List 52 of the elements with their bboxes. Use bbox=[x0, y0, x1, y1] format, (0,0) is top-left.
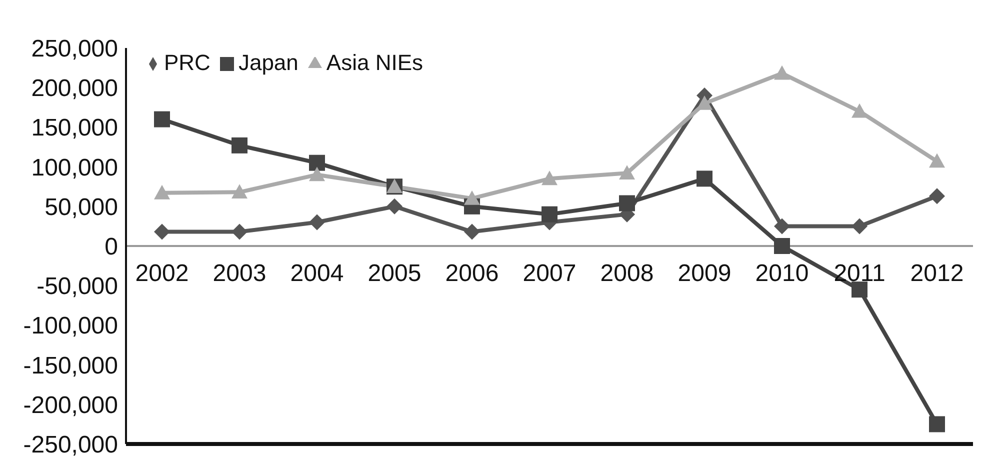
point bbox=[774, 238, 790, 254]
point bbox=[154, 184, 170, 200]
point bbox=[232, 224, 248, 240]
point bbox=[309, 214, 325, 230]
x-tick-label: 2002 bbox=[135, 260, 189, 287]
point bbox=[619, 195, 635, 212]
point bbox=[774, 218, 790, 234]
y-tick-label: -250,000 bbox=[23, 432, 118, 459]
y-tick-label: -200,000 bbox=[23, 392, 118, 419]
point bbox=[154, 224, 170, 240]
y-tick-label: 250,000 bbox=[31, 36, 118, 63]
point bbox=[154, 111, 170, 128]
point bbox=[309, 154, 325, 171]
point bbox=[852, 282, 868, 298]
point bbox=[929, 416, 945, 432]
point bbox=[464, 190, 480, 205]
x-tick-label: 2009 bbox=[678, 260, 732, 287]
y-tick-label: 200,000 bbox=[31, 75, 118, 102]
point bbox=[696, 170, 712, 187]
y-tick-label: 50,000 bbox=[44, 194, 118, 221]
y-tick-label: -150,000 bbox=[23, 352, 118, 380]
point bbox=[232, 184, 248, 199]
legend-label: Asia NIEs bbox=[326, 50, 423, 75]
x-tick-label: 2012 bbox=[910, 260, 964, 287]
y-tick-label: 150,000 bbox=[31, 114, 118, 142]
legend-label: Japan bbox=[238, 50, 298, 75]
x-tick-label: 2010 bbox=[755, 260, 809, 287]
x-tick-label: 2011 bbox=[834, 260, 886, 287]
point bbox=[929, 188, 945, 204]
point bbox=[696, 95, 712, 110]
point bbox=[464, 224, 480, 240]
legend-label: PRC bbox=[164, 50, 210, 75]
x-tick-label: 2006 bbox=[445, 260, 499, 287]
x-tick-label: 2004 bbox=[290, 260, 344, 287]
y-tick-label: 100,000 bbox=[31, 154, 118, 182]
x-tick-label: 2005 bbox=[368, 260, 422, 287]
x-tick-label: 2008 bbox=[600, 260, 654, 287]
point bbox=[386, 198, 402, 214]
x-tick-label: 2003 bbox=[212, 260, 266, 287]
y-tick-label: -50,000 bbox=[36, 273, 118, 300]
point bbox=[542, 170, 558, 186]
x-tick-label: 2007 bbox=[522, 260, 576, 287]
point bbox=[232, 137, 248, 154]
point bbox=[852, 218, 868, 234]
y-tick-label: 0 bbox=[104, 234, 118, 261]
point bbox=[929, 153, 945, 168]
point bbox=[309, 166, 325, 182]
y-tick-label: -100,000 bbox=[23, 312, 118, 340]
point bbox=[774, 65, 790, 80]
point bbox=[619, 165, 635, 180]
point bbox=[852, 103, 868, 118]
point bbox=[542, 206, 558, 222]
